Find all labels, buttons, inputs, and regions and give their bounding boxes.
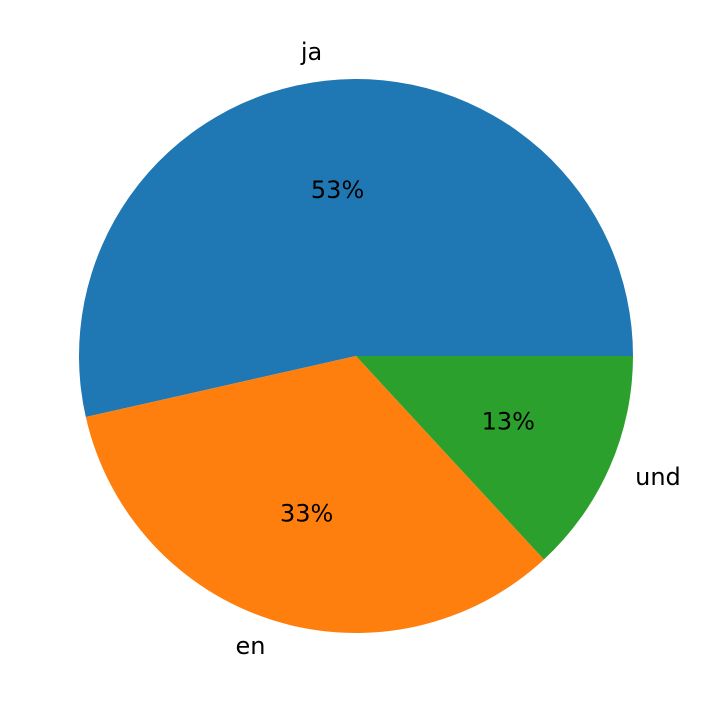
- slice-label: ja: [300, 38, 322, 66]
- pie-slice: [356, 356, 633, 560]
- slice-label: und: [635, 463, 681, 491]
- pie-slice: [78, 78, 633, 418]
- value-label: 53%: [311, 176, 364, 204]
- value-label: 13%: [482, 408, 535, 436]
- slice-label: en: [236, 632, 266, 660]
- value-label: 33%: [280, 500, 333, 528]
- pie-slice: [85, 356, 544, 634]
